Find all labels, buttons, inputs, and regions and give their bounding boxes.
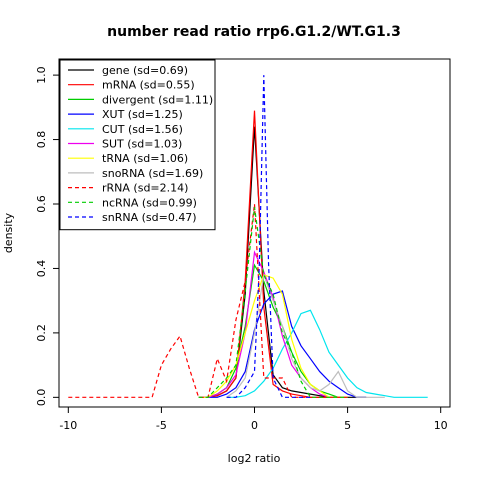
- y-tick-label-3: 0.6: [35, 195, 48, 213]
- series-line-8: [68, 203, 348, 398]
- legend-box: [59, 59, 216, 231]
- series-line-3: [198, 290, 367, 398]
- x-axis-label: log2 ratio: [228, 452, 281, 465]
- legend-label-0: gene (sd=0.69): [102, 64, 188, 77]
- chart-title: number read ratio rrp6.G1.2/WT.G1.3: [107, 24, 401, 40]
- legend-label-6: tRNA (sd=1.06): [102, 152, 188, 165]
- legend-label-5: SUT (sd=1.03): [102, 138, 182, 151]
- series-line-6: [198, 274, 348, 398]
- y-axis: 0.0 0.2 0.4 0.6 0.8 1.0: [35, 66, 59, 406]
- legend-label-3: XUT (sd=1.25): [102, 108, 183, 121]
- legend: gene (sd=0.69) mRNA (sd=0.55)divergent (s…: [59, 59, 216, 231]
- y-tick-label-1: 0.2: [35, 324, 48, 342]
- series-line-7: [226, 274, 385, 398]
- x-tick-label-1: -5: [156, 419, 167, 432]
- series-line-0: [198, 126, 367, 398]
- legend-label-2: divergent (sd=1.11): [102, 93, 213, 106]
- series-line-4: [226, 309, 428, 398]
- legend-label-1: mRNA (sd=0.55): [102, 79, 195, 92]
- y-axis-label: density: [2, 212, 15, 253]
- x-tick-label-3: 5: [344, 419, 351, 432]
- legend-label-4: CUT (sd=1.56): [102, 123, 183, 136]
- x-tick-label-2: 0: [251, 419, 258, 432]
- y-tick-label-4: 0.8: [35, 131, 48, 149]
- legend-label-9: ncRNA (sd=0.99): [102, 196, 197, 209]
- y-tick-label-5: 1.0: [35, 66, 48, 84]
- series-group: [68, 75, 428, 398]
- x-tick-label-4: 10: [434, 419, 448, 432]
- y-tick-label-2: 0.4: [35, 260, 48, 278]
- x-axis: -10 -5 0 5 10: [59, 407, 448, 432]
- legend-label-7: snoRNA (sd=1.69): [102, 167, 203, 180]
- y-tick-label-0: 0.0: [35, 389, 48, 407]
- series-line-10: [226, 75, 311, 398]
- legend-label-10: snRNA (sd=0.47): [102, 211, 197, 224]
- x-tick-label-0: -10: [59, 419, 77, 432]
- series-line-1: [198, 110, 348, 398]
- legend-label-8: rRNA (sd=2.14): [102, 182, 188, 195]
